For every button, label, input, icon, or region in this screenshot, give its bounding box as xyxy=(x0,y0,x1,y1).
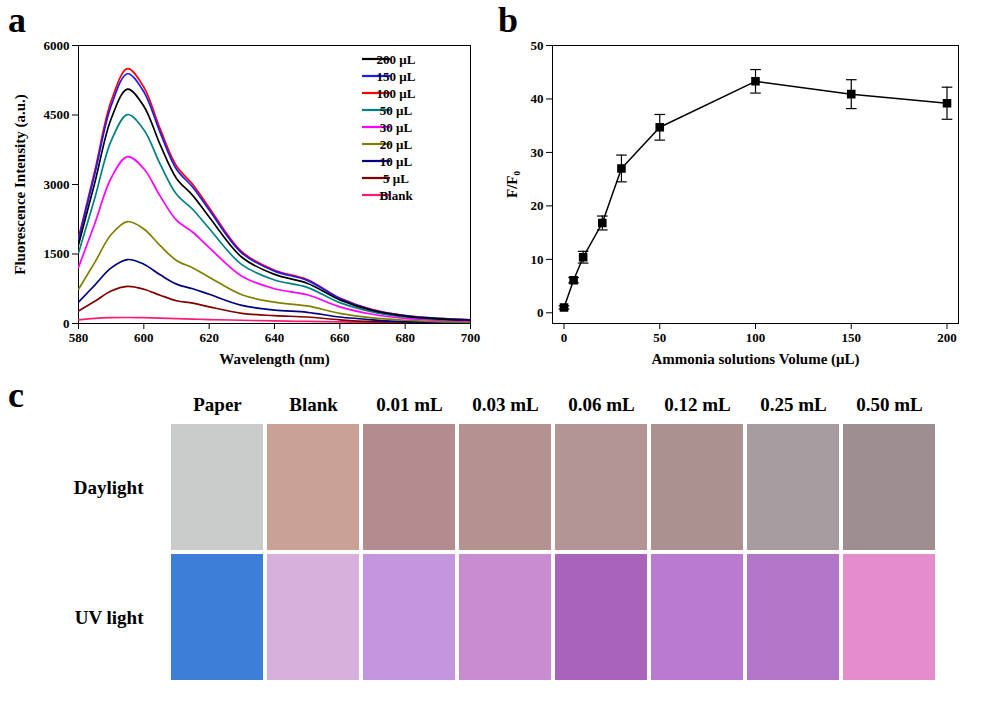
svg-text:0.12 mL: 0.12 mL xyxy=(664,394,731,415)
svg-text:150 μL: 150 μL xyxy=(377,69,416,84)
svg-text:10: 10 xyxy=(531,252,544,267)
html-text:b: b xyxy=(498,0,518,40)
svg-text:Ammonia solutions Volume (μL): Ammonia solutions Volume (μL) xyxy=(651,351,859,368)
svg-text:660: 660 xyxy=(330,330,350,345)
svg-text:30 μL: 30 μL xyxy=(380,120,413,135)
svg-text:UV light: UV light xyxy=(75,607,144,628)
html-text:c: c xyxy=(8,375,24,415)
svg-text:0.06 mL: 0.06 mL xyxy=(568,394,635,415)
svg-text:640: 640 xyxy=(265,330,285,345)
svg-text:680: 680 xyxy=(395,330,415,345)
svg-text:50: 50 xyxy=(531,38,544,53)
svg-text:20: 20 xyxy=(531,198,544,213)
svg-text:100: 100 xyxy=(746,330,766,345)
svg-text:200 μL: 200 μL xyxy=(377,52,416,67)
svg-text:10 μL: 10 μL xyxy=(380,154,413,169)
svg-text:Wavelength (nm): Wavelength (nm) xyxy=(219,351,329,368)
svg-text:0.03 mL: 0.03 mL xyxy=(472,394,539,415)
svg-text:1500: 1500 xyxy=(44,246,70,261)
svg-text:Paper: Paper xyxy=(193,394,242,415)
svg-text:Blank: Blank xyxy=(379,188,413,203)
svg-text:0: 0 xyxy=(63,316,70,331)
svg-text:600: 600 xyxy=(134,330,154,345)
svg-text:Blank: Blank xyxy=(289,394,338,415)
svg-text:30: 30 xyxy=(531,145,544,160)
svg-text:100 μL: 100 μL xyxy=(377,86,416,101)
svg-text:Fluorescence Intensity (a.u.): Fluorescence Intensity (a.u.) xyxy=(12,94,29,275)
svg-text:3000: 3000 xyxy=(44,177,70,192)
svg-text:40: 40 xyxy=(531,91,544,106)
svg-text:0.01 mL: 0.01 mL xyxy=(376,394,443,415)
svg-text:0.50 mL: 0.50 mL xyxy=(856,394,923,415)
svg-text:150: 150 xyxy=(842,330,862,345)
svg-text:5 μL: 5 μL xyxy=(383,171,409,186)
svg-text:50 μL: 50 μL xyxy=(380,103,413,118)
svg-text:50: 50 xyxy=(653,330,666,345)
svg-text:Daylight: Daylight xyxy=(74,477,144,498)
svg-text:20 μL: 20 μL xyxy=(380,137,413,152)
svg-text:4500: 4500 xyxy=(44,107,70,122)
svg-text:620: 620 xyxy=(199,330,219,345)
svg-text:0: 0 xyxy=(537,305,544,320)
svg-text:580: 580 xyxy=(69,330,89,345)
svg-text:0: 0 xyxy=(561,330,568,345)
svg-text:200: 200 xyxy=(937,330,957,345)
svg-text:F/F₀: F/F₀ xyxy=(504,171,520,198)
svg-text:6000: 6000 xyxy=(44,38,70,53)
html-text:a: a xyxy=(8,0,26,40)
svg-text:0.25 mL: 0.25 mL xyxy=(760,394,827,415)
svg-text:700: 700 xyxy=(461,330,481,345)
